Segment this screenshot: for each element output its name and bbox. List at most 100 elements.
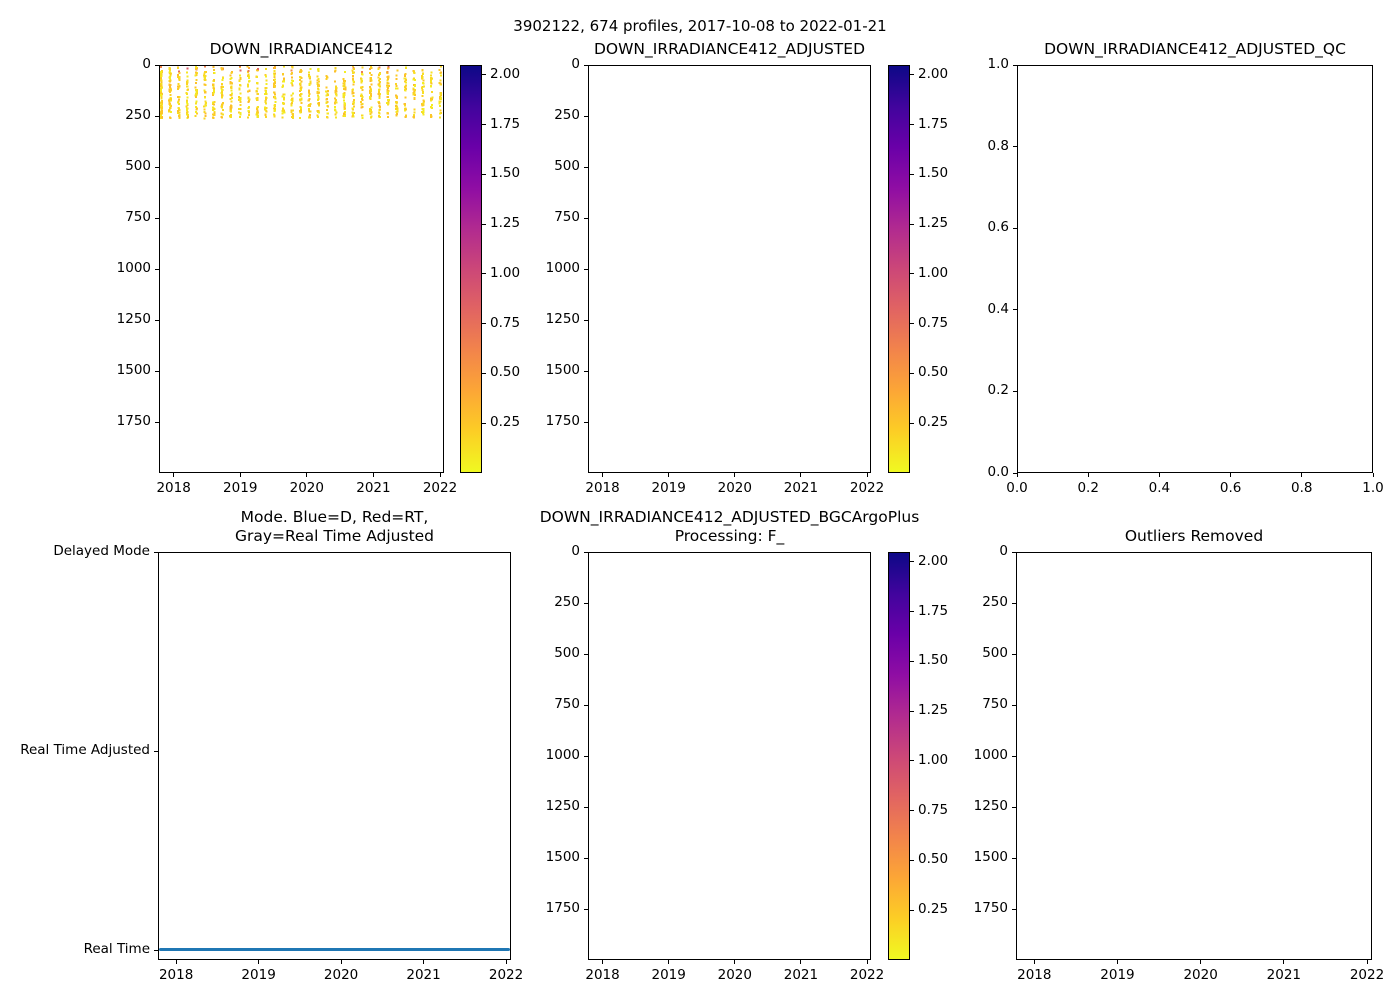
x-tick-mark	[258, 960, 260, 964]
y-tick-mark	[584, 421, 588, 423]
title-down-irradiance412-adjusted-qc: DOWN_IRRADIANCE412_ADJUSTED_QC	[1044, 40, 1346, 58]
colorbar-tick-mark	[482, 74, 486, 76]
x-tick-mark	[1200, 960, 1202, 964]
y-tick-label: 1250	[973, 798, 1008, 814]
axes-down-irradiance412-adjusted-bgcargoplus	[588, 552, 871, 960]
colorbar-tick-mark	[910, 173, 914, 175]
y-tick-label: 500	[982, 645, 1008, 661]
colorbar-tick-mark	[910, 273, 914, 275]
y-tick-label: 1500	[545, 849, 580, 865]
y-tick-label: 1000	[116, 260, 151, 276]
y-tick-label: 1750	[545, 413, 580, 429]
y-tick-mark	[1013, 472, 1017, 474]
y-tick-label: 1500	[973, 849, 1008, 865]
y-tick-label: 250	[554, 107, 580, 123]
y-tick-mark	[584, 166, 588, 168]
colorbar-tick-mark	[910, 810, 914, 812]
colorbar-tick-label: 1.00	[918, 264, 949, 281]
x-tick-label: 2021	[406, 967, 441, 983]
colorbar-tick-label: 0.25	[918, 414, 949, 431]
axes-down-irradiance412-adjusted	[588, 65, 871, 473]
x-tick-label: 2018	[1017, 967, 1052, 983]
x-tick-label: 2019	[651, 480, 686, 496]
colorbar-tick-mark	[910, 422, 914, 424]
x-tick-label: 2018	[158, 967, 194, 983]
colorbar-tick-label: 1.00	[490, 264, 521, 281]
y-tick-mark	[155, 166, 159, 168]
x-tick-mark	[175, 960, 177, 964]
colorbar-tick-label: 0.25	[918, 901, 949, 918]
x-tick-label: 2022	[422, 480, 458, 496]
colorbar-tick-label: 2.00	[918, 552, 949, 569]
y-tick-label: 1250	[116, 311, 151, 327]
colorbar-tick-mark	[910, 372, 914, 374]
y-tick-mark	[1012, 704, 1016, 706]
real-time-mode-line	[159, 947, 510, 951]
x-tick-label: 2022	[1349, 967, 1385, 983]
colorbar-tick-label: 1.75	[490, 115, 521, 132]
colorbar-tick-mark	[910, 660, 914, 662]
colorbar-tick-mark	[910, 124, 914, 126]
x-tick-mark	[668, 473, 670, 477]
x-tick-mark	[372, 473, 374, 477]
x-tick-mark	[1016, 473, 1018, 477]
colorbar-tick-label: 0.50	[918, 364, 949, 381]
y-tick-mark	[1012, 551, 1016, 553]
y-tick-mark	[584, 115, 588, 117]
colorbar-tick-mark	[482, 372, 486, 374]
y-tick-mark	[155, 370, 159, 372]
colorbar-tick-label: 2.00	[918, 65, 949, 82]
colorbar-tick-label: 1.75	[918, 602, 949, 619]
y-tick-label: 0.6	[987, 219, 1009, 236]
y-tick-label: 500	[554, 158, 580, 174]
y-tick-mark	[584, 217, 588, 219]
y-tick-label: 1250	[545, 311, 580, 327]
x-tick-label: 2018	[585, 967, 620, 983]
x-tick-label: 2022	[849, 967, 885, 983]
x-tick-mark	[800, 473, 802, 477]
y-tick-mark	[1013, 390, 1017, 392]
colorbar-down-irradiance412-adjusted	[888, 65, 910, 473]
colorbar-tick-label: 1.50	[490, 165, 521, 182]
y-tick-label: 750	[554, 209, 580, 225]
colorbar-tick-label: 1.75	[918, 115, 949, 132]
x-tick-label: 2019	[241, 967, 276, 983]
x-tick-mark	[423, 960, 425, 964]
x-tick-label: 2020	[289, 480, 324, 496]
colorbar-tick-mark	[910, 561, 914, 563]
y-tick-label: 1500	[116, 362, 151, 378]
y-tick-label: 1750	[116, 413, 151, 429]
irradiance-profile-scatter	[160, 66, 443, 120]
y-tick-mark	[155, 64, 159, 66]
colorbar-tick-label: 1.25	[490, 215, 521, 232]
x-tick-mark	[1301, 473, 1303, 477]
axes-down-irradiance412	[159, 65, 444, 473]
y-tick-mark	[584, 653, 588, 655]
y-tick-label: Real Time Adjusted	[20, 742, 150, 759]
x-tick-mark	[505, 960, 507, 964]
colorbar-tick-mark	[482, 223, 486, 225]
x-tick-mark	[602, 473, 604, 477]
x-tick-label: 0.0	[1006, 480, 1028, 496]
title-mode: Mode. Blue=D, Red=RT, Gray=Real Time Adj…	[234, 508, 435, 545]
x-tick-mark	[1033, 960, 1035, 964]
figure-suptitle: 3902122, 674 profiles, 2017-10-08 to 202…	[513, 17, 887, 35]
y-tick-label: 250	[125, 107, 151, 123]
x-tick-mark	[734, 960, 736, 964]
x-tick-mark	[734, 473, 736, 477]
y-tick-mark	[154, 551, 158, 553]
axes-outliers-removed	[1016, 552, 1372, 960]
x-tick-label: 2018	[156, 480, 191, 496]
x-tick-label: 2019	[223, 480, 258, 496]
y-tick-mark	[584, 64, 588, 66]
colorbar-tick-mark	[910, 859, 914, 861]
y-tick-mark	[1012, 755, 1016, 757]
x-tick-label: 2022	[849, 480, 885, 496]
y-tick-label: 0	[999, 543, 1008, 559]
x-tick-mark	[668, 960, 670, 964]
y-tick-mark	[1012, 653, 1016, 655]
x-tick-mark	[1366, 960, 1368, 964]
title-down-irradiance412-adjusted: DOWN_IRRADIANCE412_ADJUSTED	[593, 40, 866, 58]
y-tick-mark	[584, 551, 588, 553]
